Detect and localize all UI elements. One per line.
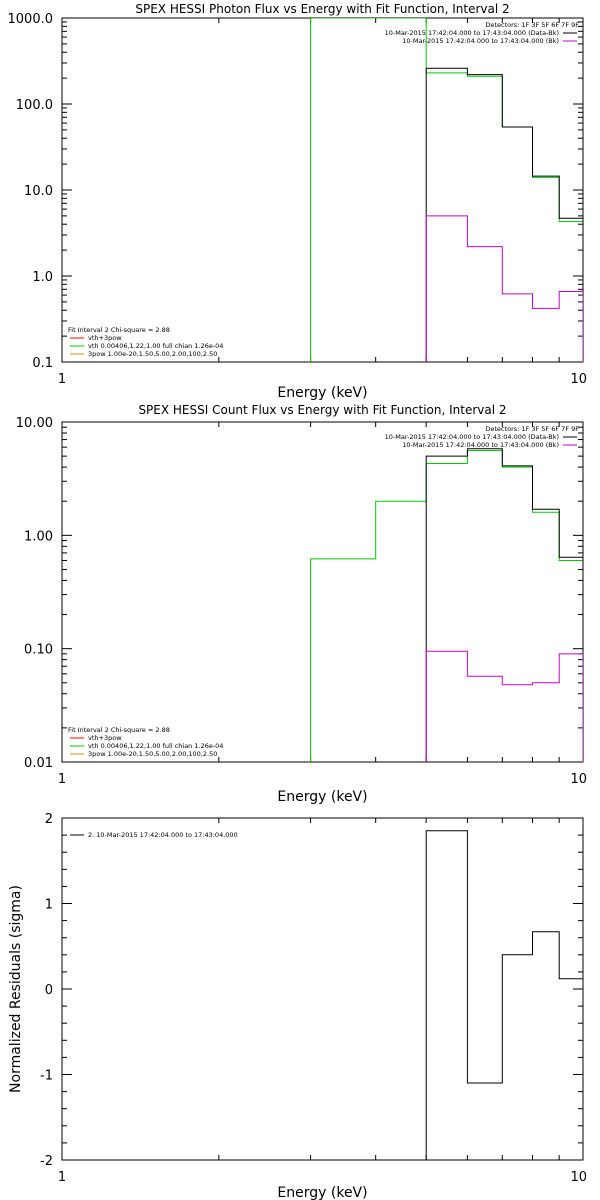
chart-panel-2: 10.00 1.00 0.10 0.01 1 10 SPEX HESSI Count Flu… <box>16 403 587 805</box>
x-axis-label: Energy (keV) <box>277 385 367 401</box>
y-tick-label: 10.00 <box>16 416 53 431</box>
legend-entry: 10-Mar-2015 17:42:04.000 to 17:43:04.000… <box>385 29 559 37</box>
x-tick-label: 10 <box>570 772 587 787</box>
plot-frame <box>61 817 584 1161</box>
y-tick-label: -1 <box>40 1069 53 1084</box>
legend-entry: Detectors: 1F 3F 5F 6F 7F 9F <box>485 425 579 433</box>
legend-entry: 10-Mar-2015 17:42:04.000 to 17:43:04.000… <box>402 441 559 449</box>
series-group <box>310 448 583 762</box>
series-line-1 <box>425 830 583 1160</box>
y-tick-label: 0 <box>45 983 53 998</box>
legend-entry: 3pow 1.00e-20,1.50,5.00,2.00,100,2.50 <box>88 350 217 358</box>
x-tick-label: 10 <box>570 372 587 387</box>
y-tick-label: 1 <box>45 898 53 913</box>
series-line-1 <box>310 18 583 362</box>
series-line-3 <box>425 215 583 362</box>
legend-entry: vth 0.00406,1.22,1.00 full chian 1.26e-0… <box>88 342 223 350</box>
y-tick-label: 0.1 <box>32 356 53 371</box>
y-tick-label: 0.01 <box>24 756 53 771</box>
y-tick-label: 0.10 <box>24 643 53 658</box>
chart-title: SPEX HESSI Photon Flux vs Energy with Fi… <box>135 2 509 16</box>
series-line-3 <box>425 650 583 762</box>
y-tick-label: 100.0 <box>16 98 53 113</box>
x-axis-label: Energy (keV) <box>277 1185 367 1200</box>
series-group <box>310 18 583 362</box>
chart-panel-1: 1000.0 100.0 10.0 1.0 0.1 1 10 SPEX HESSI Photo… <box>8 2 588 401</box>
legend-entry: vth+3pow <box>88 734 122 742</box>
y-tick-label: 1.0 <box>32 270 53 285</box>
legend-entry: 10-Mar-2015 17:42:04.000 to 17:43:04.000… <box>402 37 559 45</box>
y-tick-label: 1000.0 <box>8 12 54 27</box>
y-tick-label: 1.00 <box>24 529 53 544</box>
legend-entry: vth 0.00406,1.22,1.00 full chian 1.26e-0… <box>88 742 223 750</box>
y-tick-label: 10.0 <box>24 184 53 199</box>
y-axis-label: Normalized Residuals (sigma) <box>8 885 24 1093</box>
x-axis-label: Energy (keV) <box>277 789 367 805</box>
legend-entry: 2. 10-Mar-2015 17:42:04.000 to 17:43:04.… <box>88 831 238 839</box>
x-tick-label: 10 <box>570 1170 587 1185</box>
x-tick-label: 1 <box>58 772 66 787</box>
plot-frame <box>61 17 584 363</box>
y-tick-label: 2 <box>45 812 53 827</box>
legend-entry: 3pow 1.00e-20,1.50,5.00,2.00,100,2.50 <box>88 750 217 758</box>
legend-entry: vth+3pow <box>88 334 122 342</box>
series-group <box>425 830 583 1160</box>
legend-entry: Fit Interval 2 Chi-square = 2.88 <box>68 726 170 734</box>
legend-entry: Detectors: 1F 3F 5F 6F 7F 9F <box>485 21 579 29</box>
legend-entry: Fit Interval 2 Chi-square = 2.88 <box>68 326 170 334</box>
x-tick-label: 1 <box>58 372 66 387</box>
legend-entry: 10-Mar-2015 17:42:04.000 to 17:43:04.000… <box>385 433 559 441</box>
y-tick-label: -2 <box>40 1154 53 1169</box>
plot-frame <box>61 421 584 763</box>
series-line-2 <box>425 448 583 762</box>
x-tick-label: 1 <box>58 1170 66 1185</box>
series-line-1 <box>310 450 583 762</box>
chart-title: SPEX HESSI Count Flux vs Energy with Fit… <box>138 403 506 417</box>
series-line-2 <box>425 67 583 362</box>
